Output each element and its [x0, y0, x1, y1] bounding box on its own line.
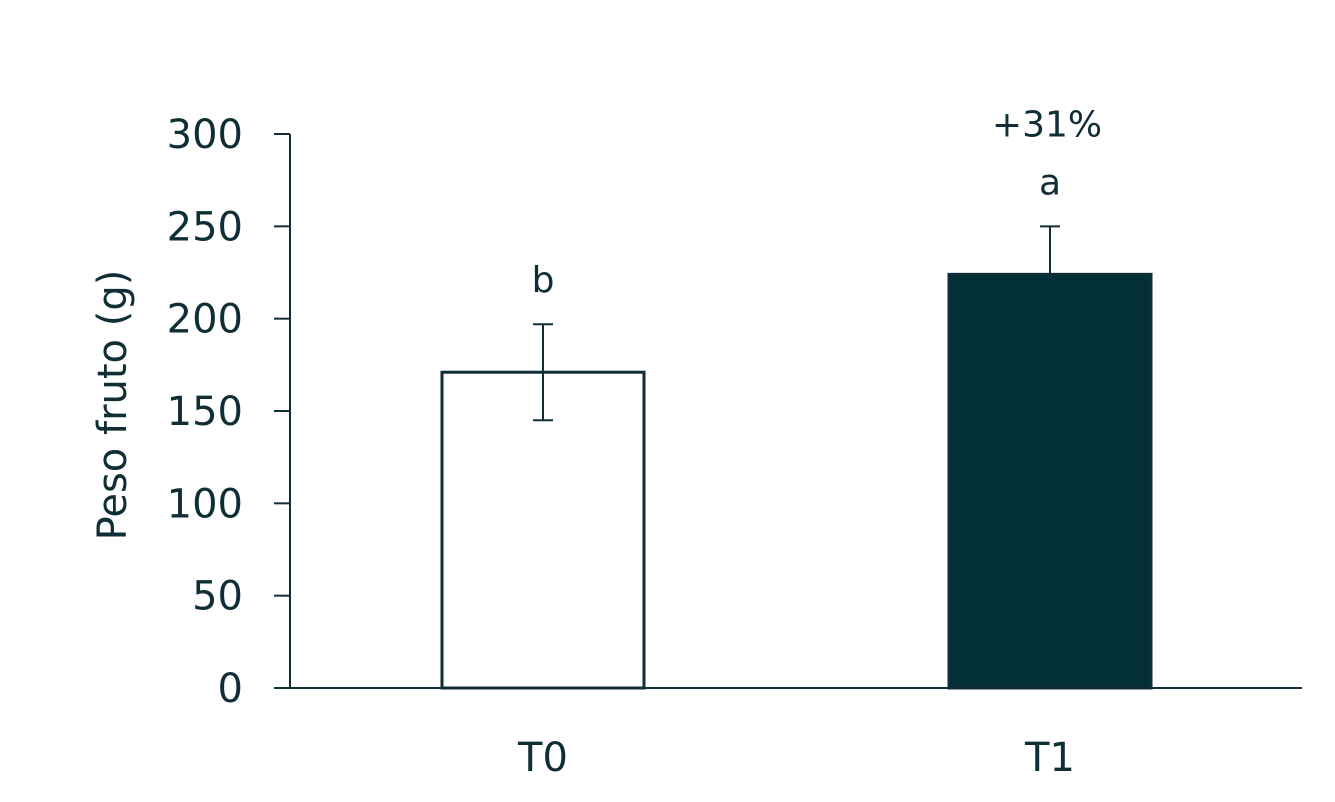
y-tick-label: 200 [167, 297, 243, 343]
percent-change-annotation: +31% [992, 104, 1102, 145]
y-tick-label: 300 [167, 112, 243, 158]
annotations: b a +31% [532, 104, 1103, 301]
significance-letter-t0: b [532, 260, 555, 301]
significance-letter-t1: a [1039, 162, 1061, 203]
x-axis: T0 T1 [274, 687, 1302, 781]
x-category-label: T0 [517, 735, 568, 781]
y-tick-label: 150 [167, 389, 243, 435]
y-tick-label: 50 [192, 574, 243, 620]
bar-t0 [440, 370, 646, 690]
x-category-label: T1 [1024, 735, 1075, 781]
y-axis-title: Peso fruto (g) [90, 270, 136, 541]
y-tick-label: 0 [218, 666, 243, 712]
y-axis: 0 50 100 150 200 250 300 [167, 112, 291, 712]
bar-t1 [947, 272, 1153, 690]
error-bars [533, 225, 1060, 422]
y-tick-label: 100 [167, 481, 243, 527]
y-tick-label: 250 [167, 204, 243, 250]
bars [440, 272, 1153, 690]
